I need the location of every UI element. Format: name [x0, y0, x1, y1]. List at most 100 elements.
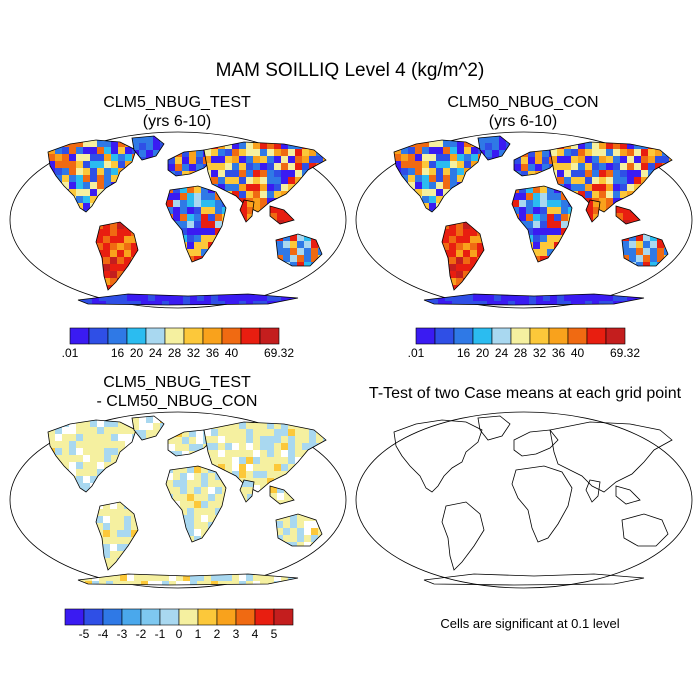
colorbar-swatch — [64, 608, 85, 626]
northAmerica-coastline — [47, 419, 137, 493]
india-coastline — [585, 479, 601, 503]
panel-difference-title-line1: CLM5_NBUG_TEST — [103, 374, 251, 391]
southAmerica-coastline — [95, 501, 139, 571]
colorbar-swatch — [510, 327, 531, 345]
colorbar-label: 2 — [214, 627, 221, 641]
colorbar-label: .01 — [62, 346, 79, 360]
colorbar-label: -1 — [155, 627, 166, 641]
antarctica-coastline — [423, 573, 645, 586]
greenland-coastline — [477, 415, 511, 441]
southAmerica-coastline — [441, 221, 485, 291]
colorbar-label: 32 — [187, 346, 201, 360]
india-coastline — [585, 199, 601, 223]
antarctica-coastline — [77, 573, 299, 586]
india-coastline — [239, 479, 255, 503]
colorbar-swatch — [548, 327, 569, 345]
colorbar-label: -4 — [98, 627, 109, 641]
africa-coastline — [165, 465, 227, 543]
colorbar-label: 20 — [476, 346, 490, 360]
colorbar-swatch — [83, 608, 104, 626]
colorbar-label: 1 — [195, 627, 202, 641]
colorbar-label: 32 — [533, 346, 547, 360]
colorbar-swatch — [221, 327, 242, 345]
europe-coastline — [513, 149, 559, 177]
colorbar-swatch — [453, 327, 474, 345]
colorbar-swatch — [415, 327, 436, 345]
asia-coastline — [549, 421, 673, 493]
colorbar-label: .01 — [408, 346, 425, 360]
colorbar-swatch — [197, 608, 218, 626]
colorbar-label: 28 — [168, 346, 182, 360]
significance-note: Cells are significant at 0.1 level — [440, 616, 620, 631]
colorbar-test: .01 16 20 24 28 32 36 40 69.32 — [62, 327, 294, 360]
panel-test-title: CLM5_NBUG_TEST (yrs 6-10) — [72, 93, 282, 131]
antarctica-coastline — [77, 293, 299, 306]
colorbar-label: 28 — [514, 346, 528, 360]
colorbar-swatch — [183, 327, 204, 345]
colorbar-swatch — [126, 327, 147, 345]
map-test — [9, 131, 347, 309]
panel-ttest-title-line1: T-Test of two Case means at each grid po… — [368, 385, 682, 402]
colorbar-swatch — [235, 608, 256, 626]
colorbar-swatch — [102, 608, 123, 626]
colorbar-swatch — [216, 608, 237, 626]
colorbar-control: .01 16 20 24 28 32 36 40 69.32 — [408, 327, 640, 360]
colorbar-label: 36 — [206, 346, 220, 360]
colorbar-label: 0 — [176, 627, 183, 641]
colorbar-label: 40 — [225, 346, 239, 360]
colorbar-label: -5 — [79, 627, 90, 641]
colorbar-swatch — [254, 608, 275, 626]
europe-coastline — [167, 429, 213, 457]
australia-coastline — [621, 233, 669, 267]
colorbar-swatch — [240, 327, 261, 345]
india-coastline — [239, 199, 255, 223]
asia-coastline — [203, 421, 327, 493]
africa-coastline — [511, 465, 573, 543]
panel-ttest-title: T-Test of two Case means at each grid po… — [350, 384, 700, 403]
australia-coastline — [275, 513, 323, 547]
panel-difference-title-line2: - CLM50_NBUG_CON — [96, 393, 258, 410]
colorbar-swatch — [586, 327, 607, 345]
panel-control-title-line1: CLM50_NBUG_CON — [447, 94, 599, 111]
map-frame — [355, 411, 693, 589]
colorbar-label: 16 — [111, 346, 125, 360]
panel-difference-title: CLM5_NBUG_TEST - CLM50_NBUG_CON — [62, 373, 292, 411]
asia-coastline — [203, 141, 327, 213]
colorbar-swatch — [164, 327, 185, 345]
seAsia-coastline — [269, 485, 295, 505]
seAsia-coastline — [615, 485, 641, 505]
colorbar-label: 69.32 — [610, 346, 640, 360]
antarctica-coastline — [423, 293, 645, 306]
colorbar-swatch — [121, 608, 142, 626]
greenland-coastline — [131, 415, 165, 441]
europe-coastline — [513, 429, 559, 457]
colorbar-label: 20 — [130, 346, 144, 360]
colorbar-swatch — [107, 327, 128, 345]
map-ttest — [355, 411, 693, 589]
africa-coastline — [511, 185, 573, 263]
southAmerica-coastline — [95, 221, 139, 291]
colorbar-swatch — [88, 327, 109, 345]
southAmerica-coastline — [441, 501, 485, 571]
greenland-coastline — [131, 135, 165, 161]
panel-test-title-line2: (yrs 6-10) — [142, 113, 212, 130]
colorbar-label: 3 — [233, 627, 240, 641]
africa-coastline — [165, 185, 227, 263]
colorbar-label: 36 — [552, 346, 566, 360]
colorbar-swatch — [259, 327, 280, 345]
colorbar-label: 69.32 — [264, 346, 294, 360]
northAmerica-coastline — [393, 139, 483, 213]
map-control — [355, 131, 693, 309]
colorbar-difference: -5 -4 -3 -2 -1 0 1 2 3 4 5 — [64, 608, 294, 641]
colorbar-label: 4 — [252, 627, 259, 641]
europe-coastline — [167, 149, 213, 177]
colorbar-swatch — [434, 327, 455, 345]
colorbar-label: 5 — [271, 627, 278, 641]
colorbar-swatch — [491, 327, 512, 345]
seAsia-coastline — [615, 205, 641, 225]
greenland-coastline — [477, 135, 511, 161]
australia-coastline — [275, 233, 323, 267]
figure-title: MAM SOILLIQ Level 4 (kg/m^2) — [215, 60, 485, 81]
colorbar-swatch — [69, 327, 90, 345]
northAmerica-coastline — [47, 139, 137, 213]
